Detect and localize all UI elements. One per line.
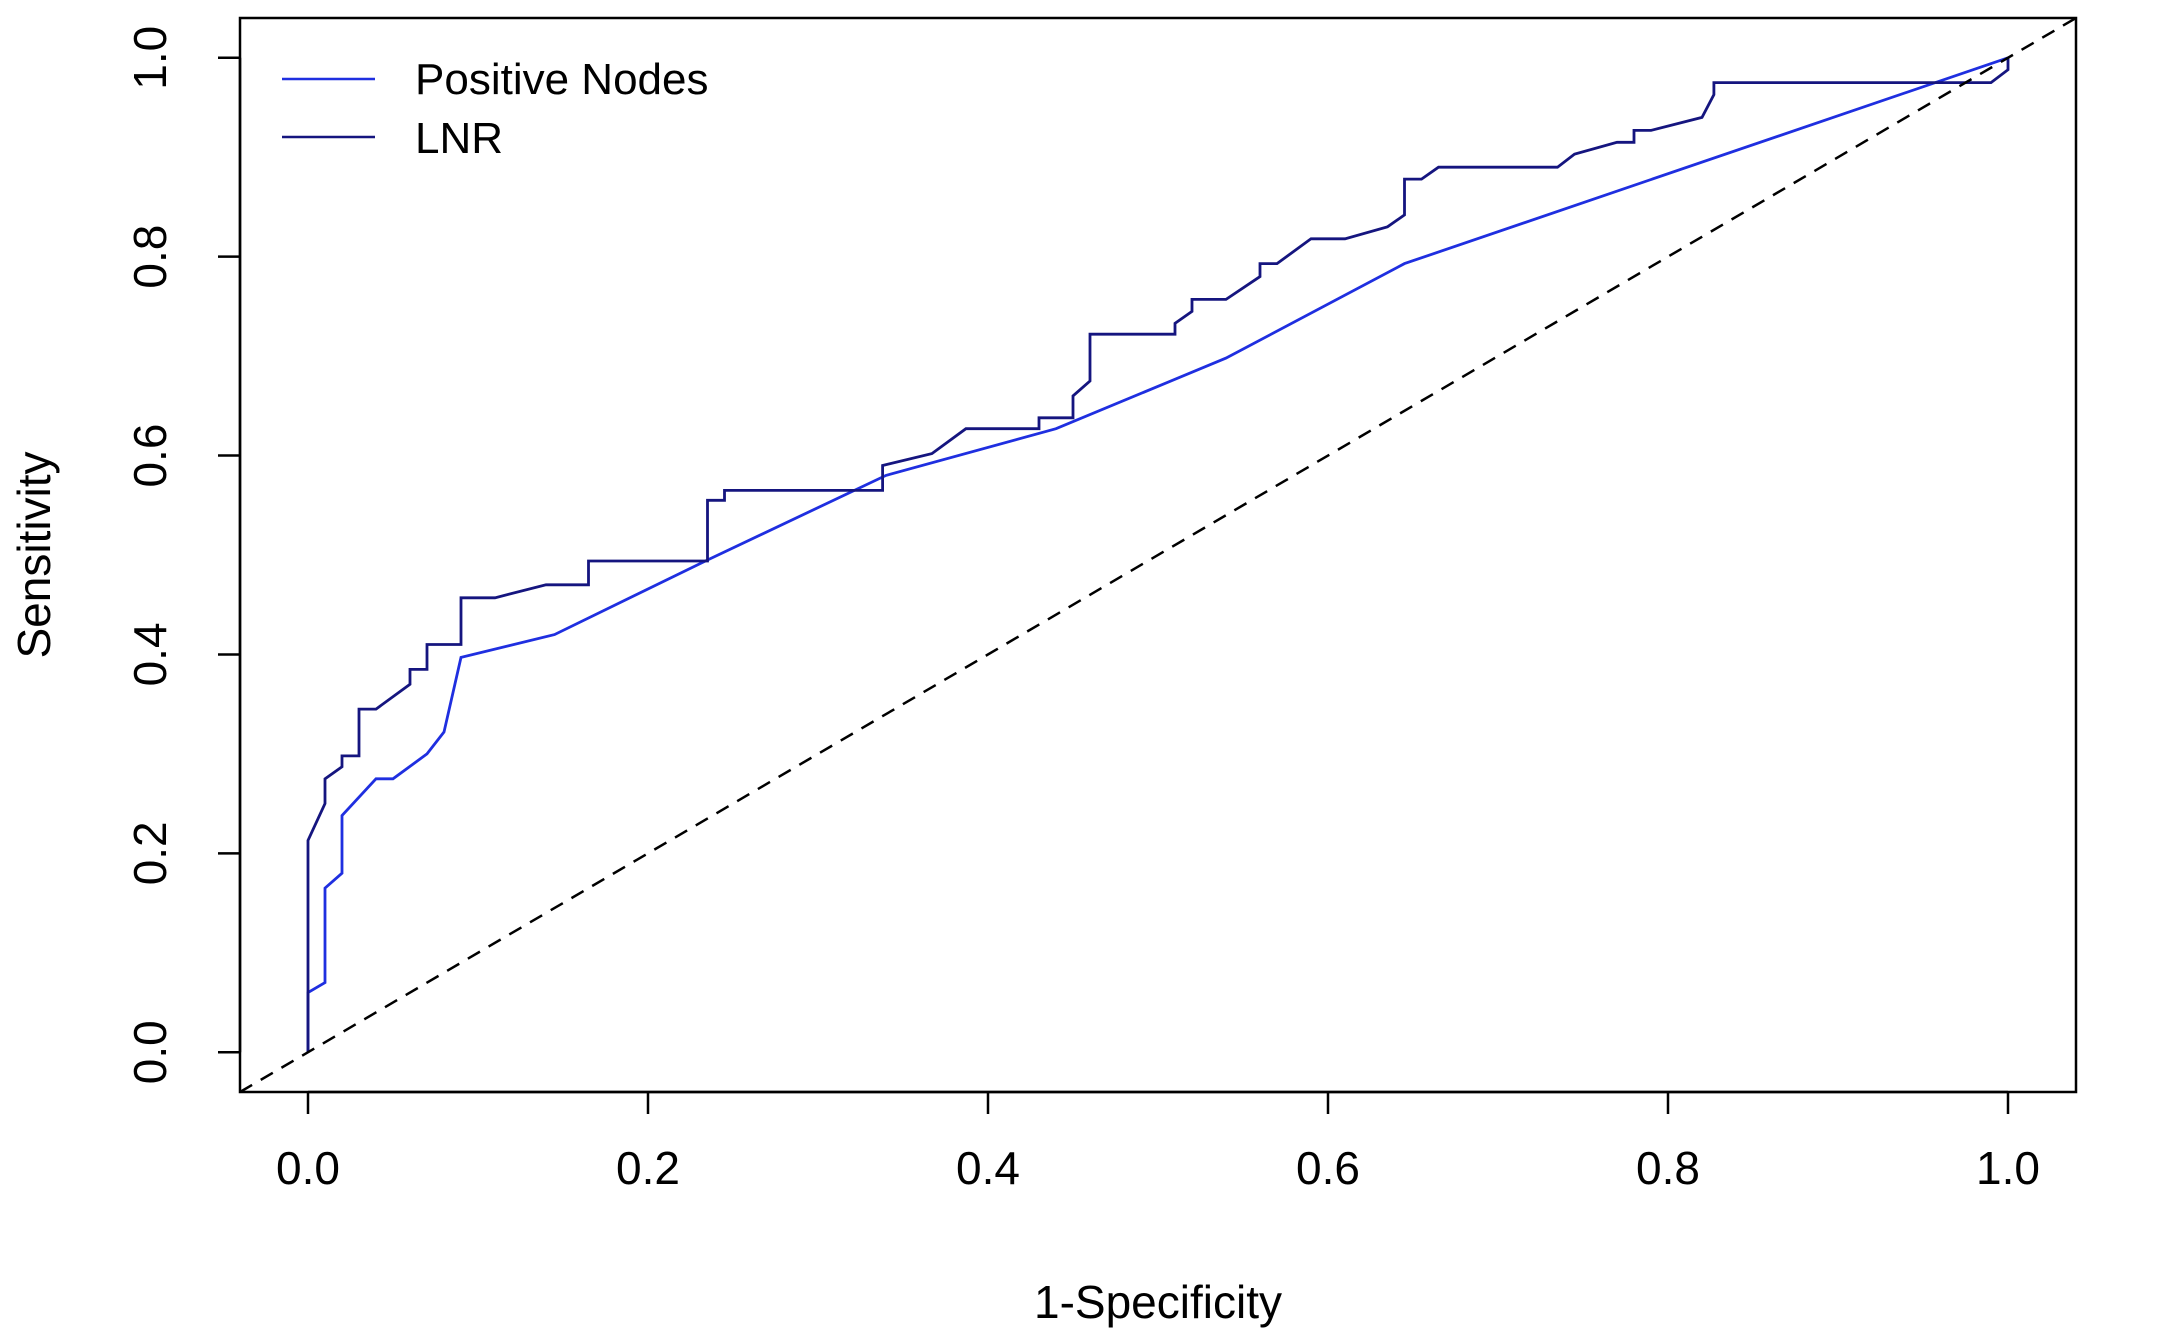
series-layer (239, 16, 2077, 1094)
x-tick-label: 0.6 (1296, 1142, 1360, 1194)
legend-label-positive-nodes: Positive Nodes (415, 55, 708, 104)
x-axis-title: 1-Specificity (1034, 1276, 1282, 1328)
x-tick-label: 1.0 (1976, 1142, 2040, 1194)
x-tick-label: 0.0 (276, 1142, 340, 1194)
y-tick-label: 0.6 (124, 424, 176, 488)
axis-layer: 0.0 0.2 0.4 0.6 0.8 1.0 0.0 0.2 0.4 0.6 0.8 1.0 (124, 26, 2040, 1194)
series-line-lnr (306, 57, 2010, 1053)
legend-label-lnr: LNR (415, 114, 503, 163)
reference-diagonal (239, 16, 2077, 1094)
y-tick-label: 1.0 (124, 26, 176, 90)
x-tick-label: 0.8 (1636, 1142, 1700, 1194)
legend: Positive Nodes LNR (282, 55, 708, 163)
series-line-positive-nodes (306, 56, 2009, 1053)
x-tick-label: 0.4 (956, 1142, 1020, 1194)
y-tick-label: 0.2 (124, 821, 176, 885)
y-axis-title: Sensitivity (8, 451, 60, 658)
y-tick-label: 0.4 (124, 622, 176, 686)
y-tick-label: 0.8 (124, 225, 176, 289)
y-tick-label: 0.0 (124, 1020, 176, 1084)
x-tick-label: 0.2 (616, 1142, 680, 1194)
